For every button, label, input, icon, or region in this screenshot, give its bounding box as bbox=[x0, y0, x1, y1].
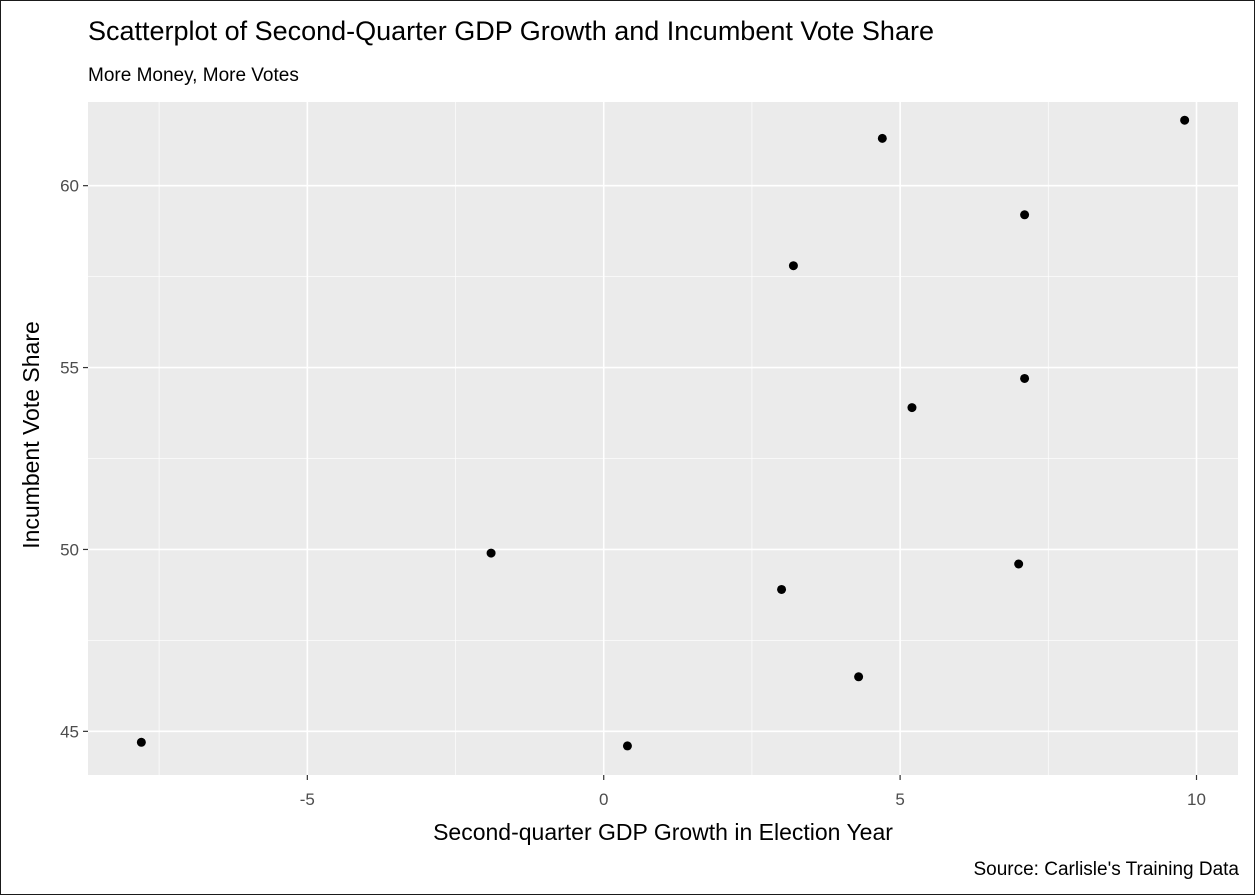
data-point bbox=[622, 741, 632, 751]
data-point bbox=[854, 672, 864, 682]
chart-title: Scatterplot of Second-Quarter GDP Growth… bbox=[88, 16, 934, 46]
chart-caption: Source: Carlisle's Training Data bbox=[973, 859, 1239, 880]
x-tick-label: 5 bbox=[895, 790, 904, 809]
data-points bbox=[136, 115, 1190, 751]
data-point bbox=[777, 584, 787, 594]
data-point bbox=[486, 548, 496, 558]
data-point bbox=[907, 403, 917, 413]
y-tick-label: 50 bbox=[60, 540, 79, 559]
data-point bbox=[877, 133, 887, 143]
y-axis-ticks: 45 50 55 60 bbox=[60, 177, 88, 741]
x-axis-title: Second-quarter GDP Growth in Election Ye… bbox=[433, 819, 893, 845]
data-point bbox=[1020, 373, 1030, 383]
x-tick-label: 0 bbox=[599, 790, 608, 809]
data-point bbox=[136, 737, 146, 747]
data-point bbox=[788, 261, 798, 271]
minor-gridlines bbox=[88, 102, 1238, 775]
y-tick-label: 55 bbox=[60, 359, 79, 378]
y-tick-label: 45 bbox=[60, 722, 79, 741]
y-tick-label: 60 bbox=[60, 177, 79, 196]
data-point bbox=[1180, 115, 1190, 125]
y-axis-title: Incumbent Vote Share bbox=[18, 321, 44, 549]
data-point bbox=[1014, 559, 1024, 569]
x-tick-label: -5 bbox=[300, 790, 315, 809]
x-tick-label: 10 bbox=[1187, 790, 1206, 809]
major-gridlines bbox=[88, 102, 1238, 775]
data-point bbox=[1020, 210, 1030, 220]
x-axis-ticks: -5 0 5 10 bbox=[300, 775, 1206, 809]
chart-subtitle: More Money, More Votes bbox=[88, 65, 299, 86]
plot-panel bbox=[88, 102, 1238, 775]
